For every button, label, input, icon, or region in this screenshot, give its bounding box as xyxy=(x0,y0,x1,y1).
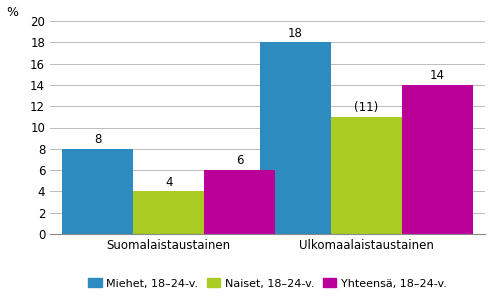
Text: (11): (11) xyxy=(354,101,378,114)
Text: 18: 18 xyxy=(288,27,302,40)
Bar xyxy=(62,149,133,234)
Text: 4: 4 xyxy=(165,176,172,189)
Text: %: % xyxy=(6,6,18,19)
Bar xyxy=(204,170,276,234)
Bar xyxy=(331,117,402,234)
Text: 8: 8 xyxy=(94,133,101,146)
Bar xyxy=(402,85,473,234)
Legend: Miehet, 18–24-v., Naiset, 18–24-v., Yhteensä, 18–24-v.: Miehet, 18–24-v., Naiset, 18–24-v., Yhte… xyxy=(84,274,451,293)
Text: 6: 6 xyxy=(236,154,244,167)
Text: 14: 14 xyxy=(430,69,445,82)
Bar xyxy=(260,42,331,234)
Bar xyxy=(133,191,204,234)
